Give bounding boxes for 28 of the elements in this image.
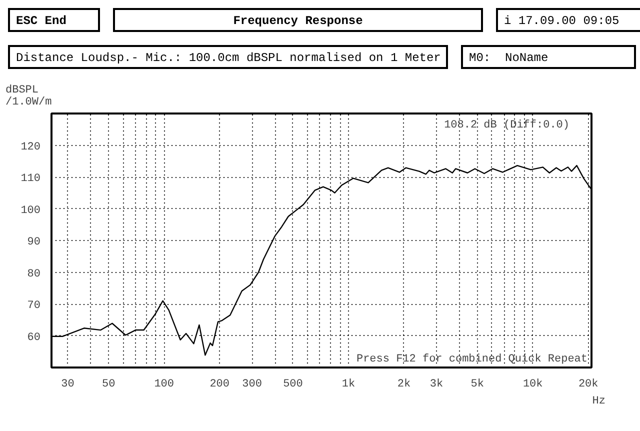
y-tick-label: 110 <box>20 173 41 185</box>
x-tick-label: 30 <box>61 378 74 390</box>
y-tick-label: 90 <box>27 236 40 248</box>
x-tick-label: 200 <box>210 378 230 390</box>
annotation: 108.2 dB (Diff:0.0) <box>444 120 570 132</box>
text: M0: NoName <box>469 50 548 66</box>
chart-subtitle: Distance Loudsp.- Mic.: 100.0cm dBSPL normalised on 1 Meter <box>16 50 441 66</box>
text: ESC End <box>16 13 66 29</box>
y-tick-label: 60 <box>27 332 40 344</box>
x-tick-label: 10k <box>522 378 544 390</box>
x-tick-label: 300 <box>242 378 262 390</box>
x-tick-label: 3k <box>430 378 444 390</box>
x-tick-label: 2k <box>397 378 411 390</box>
chart-title: Frequency Response <box>233 13 363 29</box>
x-tick-label: 50 <box>102 378 116 390</box>
y-tick-label: 80 <box>27 268 40 280</box>
text: i 17.09.00 09:05 <box>504 13 620 29</box>
y-tick-label: 120 <box>20 141 41 154</box>
annotation: Press F12 for combined Quick Repeat <box>356 354 588 366</box>
y-tick-label: 70 <box>27 300 40 312</box>
x-tick-label: 1k <box>342 378 356 390</box>
x-axis-title: Hz <box>592 396 606 408</box>
x-tick-label: 5k <box>470 378 484 390</box>
x-tick-label: 20k <box>578 378 599 390</box>
x-tick-label: 500 <box>283 378 303 390</box>
x-tick-label: 100 <box>154 378 174 390</box>
y-tick-label: 100 <box>20 204 41 217</box>
y-axis-title: dBSPL /1.0W/m <box>6 84 52 108</box>
